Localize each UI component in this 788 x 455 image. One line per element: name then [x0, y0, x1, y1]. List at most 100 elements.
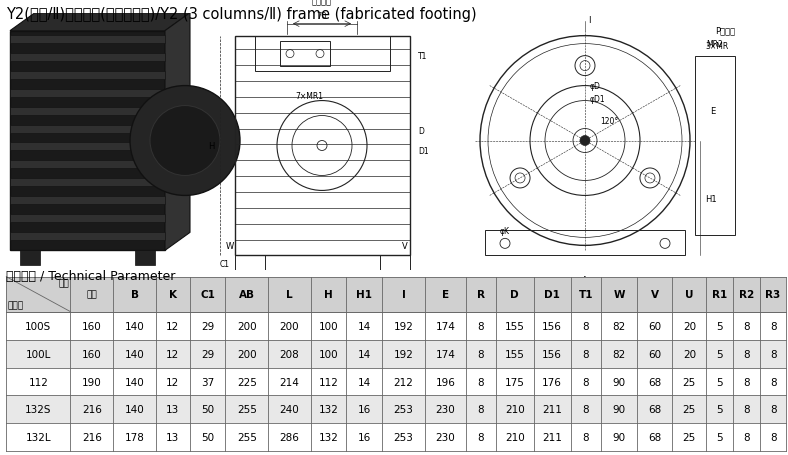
Text: 尺寸: 尺寸 [87, 290, 97, 299]
Text: 8: 8 [770, 321, 776, 331]
Text: 286: 286 [280, 432, 299, 442]
Text: 255: 255 [237, 404, 257, 415]
Text: 8: 8 [770, 432, 776, 442]
Text: T1: T1 [579, 289, 593, 299]
Text: 25: 25 [682, 377, 696, 387]
Text: 68: 68 [648, 432, 661, 442]
Text: 174: 174 [436, 321, 455, 331]
Text: 20: 20 [682, 349, 696, 359]
Text: 100: 100 [319, 349, 339, 359]
Text: 代号: 代号 [58, 279, 69, 288]
Text: 132: 132 [318, 404, 339, 415]
Text: 200: 200 [280, 321, 299, 331]
Text: 132S: 132S [25, 404, 51, 415]
Text: 211: 211 [542, 432, 562, 442]
Text: P: P [237, 281, 243, 290]
Text: 29: 29 [201, 349, 214, 359]
Text: C1: C1 [200, 289, 215, 299]
Text: R2: R2 [738, 289, 754, 299]
Bar [235, 36, 410, 256]
Text: 132: 132 [318, 432, 339, 442]
Text: 线盒对面: 线盒对面 [312, 0, 332, 7]
Text: 230: 230 [436, 432, 455, 442]
Text: 5: 5 [716, 377, 723, 387]
Text: 25: 25 [682, 404, 696, 415]
Text: 8: 8 [743, 377, 749, 387]
Text: V: V [651, 289, 659, 299]
Bar [10, 89, 165, 97]
Text: 8: 8 [583, 349, 589, 359]
Text: φD: φD [590, 82, 601, 91]
Text: 160: 160 [82, 349, 102, 359]
Text: H1: H1 [705, 194, 716, 203]
Text: 214: 214 [280, 377, 299, 387]
Bar [10, 143, 165, 151]
Text: 8: 8 [583, 377, 589, 387]
Text: I: I [588, 15, 590, 25]
Text: R: R [477, 289, 485, 299]
Circle shape [150, 106, 220, 176]
Text: H: H [325, 289, 333, 299]
Text: H1: H1 [356, 289, 372, 299]
Text: R3: R3 [765, 289, 781, 299]
Text: 8: 8 [770, 377, 776, 387]
Text: AB: AB [239, 289, 255, 299]
Text: 230: 230 [436, 404, 455, 415]
Text: 8: 8 [743, 349, 749, 359]
Bar [10, 31, 165, 251]
Text: 5: 5 [716, 321, 723, 331]
Text: 192: 192 [393, 349, 414, 359]
Text: D: D [418, 127, 424, 136]
Text: 机座号: 机座号 [8, 301, 24, 310]
Text: P向旋转: P向旋转 [715, 26, 735, 35]
Circle shape [130, 86, 240, 196]
Bar [255, 36, 390, 71]
Text: 14: 14 [358, 349, 371, 359]
Bar [6, 340, 786, 368]
Text: 60: 60 [648, 321, 661, 331]
Text: 14: 14 [358, 321, 371, 331]
Text: 120°: 120° [600, 117, 619, 126]
Text: 5: 5 [716, 349, 723, 359]
Bar [10, 215, 165, 223]
Text: 13: 13 [166, 432, 180, 442]
Text: U: U [685, 289, 693, 299]
Text: 16: 16 [358, 404, 371, 415]
Bar [10, 71, 165, 80]
Text: 7×MR1: 7×MR1 [295, 92, 323, 101]
Text: 3×MR: 3×MR [705, 42, 728, 51]
Text: D: D [511, 289, 519, 299]
Text: 82: 82 [612, 349, 626, 359]
Text: 156: 156 [542, 321, 562, 331]
Circle shape [580, 136, 590, 146]
Text: 8: 8 [583, 321, 589, 331]
Bar [10, 35, 165, 44]
Text: 140: 140 [125, 404, 144, 415]
Text: 8: 8 [743, 432, 749, 442]
Text: φD1: φD1 [590, 95, 606, 104]
Text: B: B [319, 281, 325, 290]
Text: 50: 50 [201, 404, 214, 415]
Bar [6, 395, 786, 424]
Text: 155: 155 [505, 349, 525, 359]
Text: 8: 8 [478, 349, 485, 359]
Text: 12: 12 [166, 377, 180, 387]
Text: 240: 240 [280, 404, 299, 415]
Bar [235, 256, 265, 276]
Bar [380, 256, 410, 276]
Polygon shape [165, 14, 190, 251]
Text: 8: 8 [583, 404, 589, 415]
Text: 253: 253 [393, 404, 414, 415]
Text: 14: 14 [358, 377, 371, 387]
Text: Y2(三柱/Ⅱ)系列机座(装配式底脚)/Y2 (3 columns/Ⅱ) frame (fabricated footing): Y2(三柱/Ⅱ)系列机座(装配式底脚)/Y2 (3 columns/Ⅱ) fra… [6, 7, 477, 22]
Text: 37: 37 [201, 377, 214, 387]
Bar [10, 179, 165, 187]
Text: 8: 8 [583, 432, 589, 442]
Text: 225: 225 [237, 377, 257, 387]
Text: AB: AB [579, 286, 591, 295]
Text: 5: 5 [716, 432, 723, 442]
Text: 210: 210 [505, 432, 525, 442]
Text: 255: 255 [237, 432, 257, 442]
Text: 200: 200 [237, 321, 257, 331]
Text: 60: 60 [648, 349, 661, 359]
